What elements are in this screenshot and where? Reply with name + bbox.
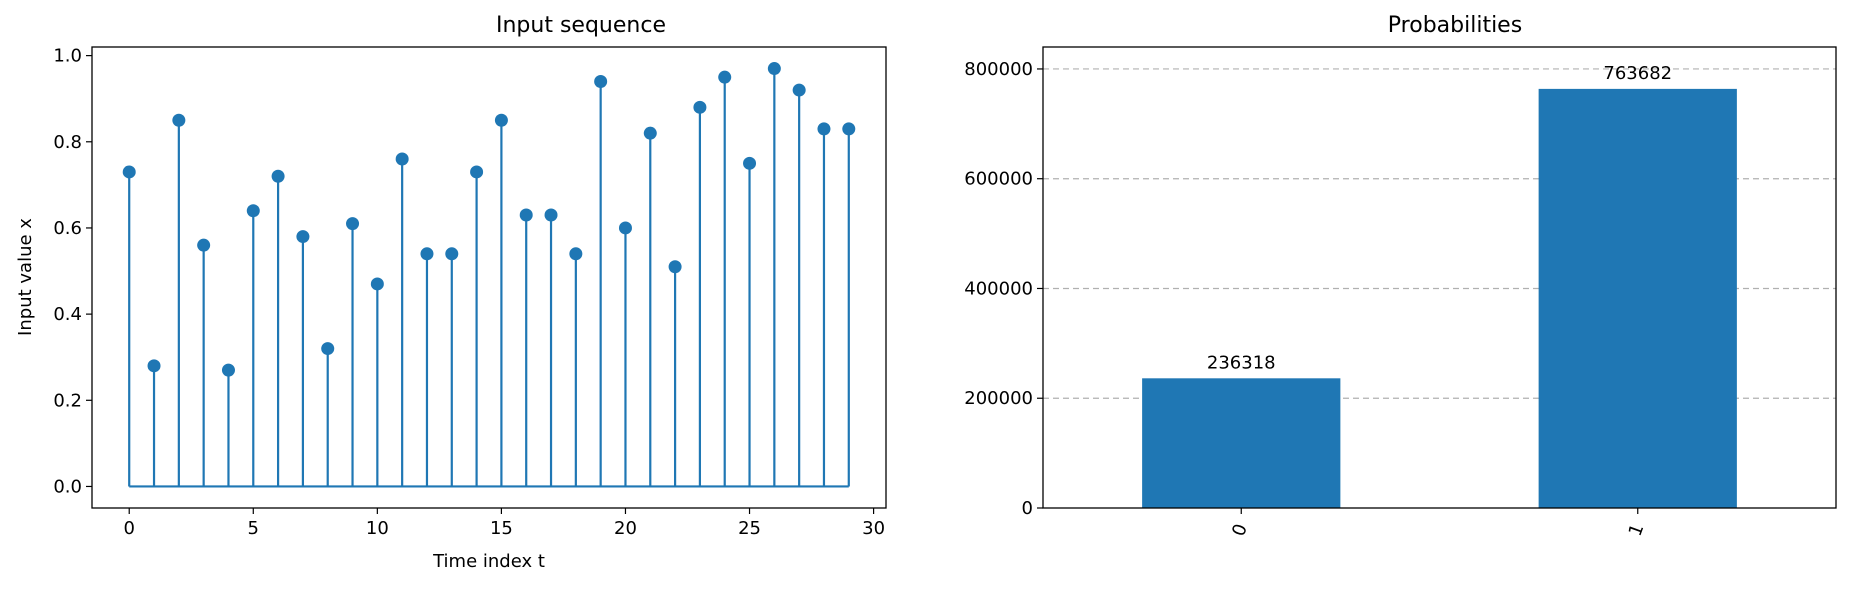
y-tick-label: 1.0 bbox=[53, 46, 82, 67]
stem-marker bbox=[494, 113, 508, 127]
y-tick-label: 600000 bbox=[964, 169, 1033, 190]
stem-marker bbox=[172, 113, 186, 127]
y-tick-label: 0.0 bbox=[53, 476, 82, 497]
stem-marker bbox=[544, 208, 558, 222]
stem-marker bbox=[842, 122, 856, 136]
x-tick-label: 30 bbox=[862, 518, 885, 539]
y-tick-label: 0.8 bbox=[53, 132, 82, 153]
stem-marker bbox=[718, 70, 732, 84]
stem-marker bbox=[321, 342, 335, 356]
x-tick-label: 10 bbox=[366, 518, 389, 539]
y-tick-label: 0.2 bbox=[53, 390, 82, 411]
stem-marker bbox=[569, 247, 583, 261]
x-tick-label: 1 bbox=[1625, 521, 1649, 539]
bar bbox=[1142, 378, 1341, 508]
y-tick-label: 800000 bbox=[964, 59, 1033, 80]
stem-marker bbox=[594, 74, 608, 88]
input-sequence-chart: Input sequence 0 5 10 15 20 25 30 0.0 0.2 0.4 0.6… bbox=[15, 13, 887, 572]
stem-lines bbox=[128, 68, 850, 488]
stem-marker bbox=[246, 204, 260, 218]
x-tick-label: 25 bbox=[738, 518, 761, 539]
stem-marker bbox=[618, 221, 632, 235]
bar-data-label: 236318 bbox=[1207, 352, 1276, 373]
stem-marker bbox=[445, 247, 459, 261]
y-tick-label: 0.4 bbox=[53, 304, 82, 325]
x-axis-label: Time index t bbox=[432, 551, 545, 572]
stem-marker bbox=[420, 247, 434, 261]
stem-marker bbox=[370, 277, 384, 291]
y-axis-ticks: 0.0 0.2 0.4 0.6 0.8 1.0 bbox=[53, 46, 92, 497]
stem-marker bbox=[743, 156, 757, 170]
bar bbox=[1538, 88, 1737, 509]
y-tick-label: 0.6 bbox=[53, 218, 82, 239]
stem-marker bbox=[767, 62, 781, 76]
stem-marker bbox=[221, 363, 235, 377]
plot-frame bbox=[1042, 46, 1837, 509]
y-tick-label: 400000 bbox=[964, 278, 1033, 299]
stem-marker bbox=[346, 217, 360, 231]
stem-marker bbox=[817, 122, 831, 136]
stem-marker bbox=[197, 238, 211, 252]
stem-marker bbox=[271, 169, 285, 183]
plot-frame bbox=[91, 46, 887, 509]
stem-marker bbox=[147, 359, 161, 373]
x-tick-label: 0 bbox=[1228, 521, 1252, 539]
stem-marker bbox=[122, 165, 136, 179]
x-tick-label: 0 bbox=[123, 518, 134, 539]
stem-marker bbox=[296, 230, 310, 244]
bars bbox=[1142, 88, 1737, 509]
chart-title: Input sequence bbox=[496, 13, 666, 38]
y-axis-label: Input value x bbox=[15, 218, 36, 336]
y-axis-ticks: 0 200000 400000 600000 800000 bbox=[964, 59, 1043, 519]
stem-marker bbox=[668, 260, 682, 274]
x-tick-label: 15 bbox=[490, 518, 513, 539]
stem-marker bbox=[792, 83, 806, 97]
bar-data-labels: 236318 763682 bbox=[1207, 63, 1672, 373]
bar-data-label: 763682 bbox=[1603, 63, 1672, 84]
stem-marker bbox=[693, 100, 707, 114]
x-tick-label: 5 bbox=[248, 518, 259, 539]
y-tick-label: 200000 bbox=[964, 388, 1033, 409]
stem-marker bbox=[395, 152, 409, 166]
stem-marker bbox=[519, 208, 533, 222]
y-tick-label: 0 bbox=[1022, 498, 1033, 519]
stem-markers bbox=[122, 62, 856, 377]
stem-marker bbox=[470, 165, 484, 179]
x-axis-ticks: 0 5 10 15 20 25 30 bbox=[123, 508, 885, 539]
x-tick-label: 20 bbox=[614, 518, 637, 539]
stem-marker bbox=[643, 126, 657, 140]
chart-title: Probabilities bbox=[1388, 13, 1522, 38]
